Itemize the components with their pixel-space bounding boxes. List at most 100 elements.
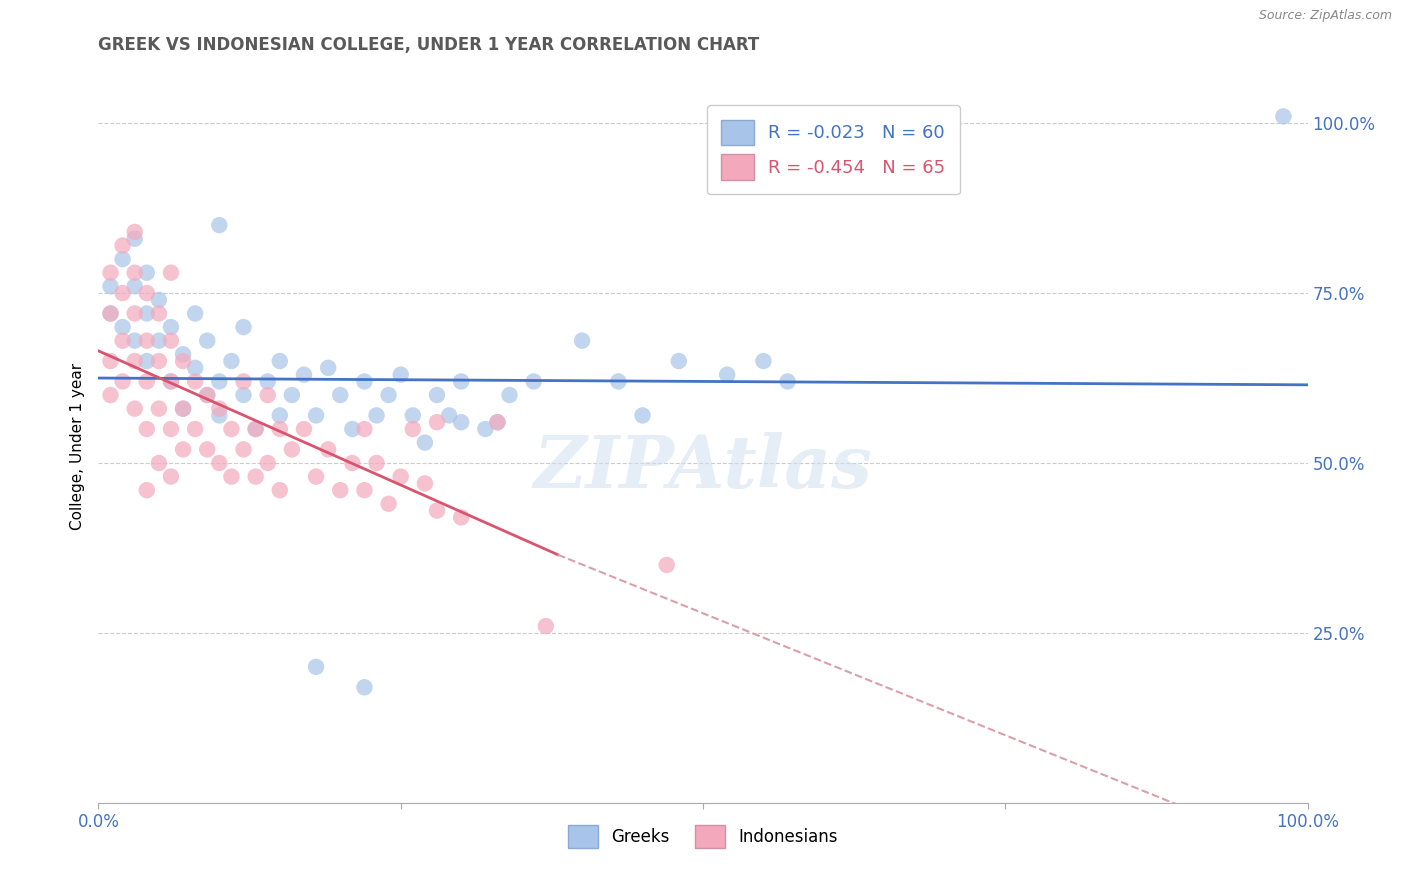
Point xyxy=(269,354,291,368)
Point xyxy=(329,388,352,402)
Point xyxy=(426,503,449,517)
Point xyxy=(402,422,425,436)
Point xyxy=(111,320,134,334)
Point xyxy=(221,469,243,483)
Point xyxy=(316,442,339,457)
Point xyxy=(124,401,146,416)
Point xyxy=(195,388,218,402)
Point xyxy=(160,320,183,334)
Point xyxy=(353,483,375,498)
Point xyxy=(184,306,207,320)
Point xyxy=(148,334,170,348)
Point xyxy=(160,266,183,280)
Point xyxy=(450,510,472,524)
Point xyxy=(135,266,157,280)
Point xyxy=(256,388,278,402)
Point xyxy=(160,334,183,348)
Point xyxy=(486,415,509,429)
Point xyxy=(402,409,425,423)
Point xyxy=(486,415,509,429)
Point xyxy=(450,375,472,389)
Point xyxy=(124,225,146,239)
Point xyxy=(184,360,207,375)
Point xyxy=(172,401,194,416)
Point xyxy=(172,442,194,457)
Point xyxy=(208,218,231,232)
Point xyxy=(281,388,304,402)
Point xyxy=(305,469,328,483)
Text: ZIPAtlas: ZIPAtlas xyxy=(534,432,872,503)
Point xyxy=(135,375,157,389)
Point xyxy=(316,360,339,375)
Point xyxy=(256,456,278,470)
Point xyxy=(148,306,170,320)
Point xyxy=(124,354,146,368)
Point xyxy=(111,375,134,389)
Legend: Greeks, Indonesians: Greeks, Indonesians xyxy=(561,818,845,855)
Point xyxy=(389,469,412,483)
Point xyxy=(195,334,218,348)
Point xyxy=(135,483,157,498)
Point xyxy=(607,375,630,389)
Point xyxy=(716,368,738,382)
Point xyxy=(245,469,267,483)
Point xyxy=(498,388,520,402)
Point xyxy=(776,375,799,389)
Point xyxy=(135,306,157,320)
Point xyxy=(208,401,231,416)
Point xyxy=(329,483,352,498)
Point xyxy=(305,409,328,423)
Point xyxy=(184,422,207,436)
Point xyxy=(232,388,254,402)
Point xyxy=(111,334,134,348)
Point xyxy=(148,401,170,416)
Point xyxy=(256,375,278,389)
Point xyxy=(245,422,267,436)
Point xyxy=(1272,109,1295,123)
Point xyxy=(377,497,399,511)
Point xyxy=(135,334,157,348)
Point xyxy=(305,660,328,674)
Point xyxy=(184,375,207,389)
Point xyxy=(124,334,146,348)
Point xyxy=(135,354,157,368)
Point xyxy=(160,375,183,389)
Point xyxy=(100,354,122,368)
Point xyxy=(366,409,388,423)
Point xyxy=(426,415,449,429)
Point xyxy=(292,368,315,382)
Y-axis label: College, Under 1 year: College, Under 1 year xyxy=(69,362,84,530)
Point xyxy=(389,368,412,382)
Point xyxy=(172,347,194,361)
Point xyxy=(752,354,775,368)
Point xyxy=(655,558,678,572)
Point xyxy=(148,293,170,307)
Point xyxy=(377,388,399,402)
Point xyxy=(135,286,157,301)
Point xyxy=(292,422,315,436)
Text: GREEK VS INDONESIAN COLLEGE, UNDER 1 YEAR CORRELATION CHART: GREEK VS INDONESIAN COLLEGE, UNDER 1 YEA… xyxy=(98,36,759,54)
Point xyxy=(534,619,557,633)
Point xyxy=(111,286,134,301)
Point xyxy=(172,401,194,416)
Point xyxy=(100,388,122,402)
Point xyxy=(366,456,388,470)
Point xyxy=(208,409,231,423)
Point xyxy=(135,422,157,436)
Point xyxy=(523,375,546,389)
Point xyxy=(413,476,436,491)
Point xyxy=(111,238,134,252)
Point xyxy=(269,409,291,423)
Point xyxy=(148,456,170,470)
Point xyxy=(172,354,194,368)
Point xyxy=(100,306,122,320)
Point xyxy=(353,680,375,694)
Point xyxy=(269,422,291,436)
Point xyxy=(208,456,231,470)
Point xyxy=(426,388,449,402)
Point xyxy=(124,266,146,280)
Point xyxy=(571,334,593,348)
Point xyxy=(232,375,254,389)
Point xyxy=(631,409,654,423)
Point xyxy=(221,422,243,436)
